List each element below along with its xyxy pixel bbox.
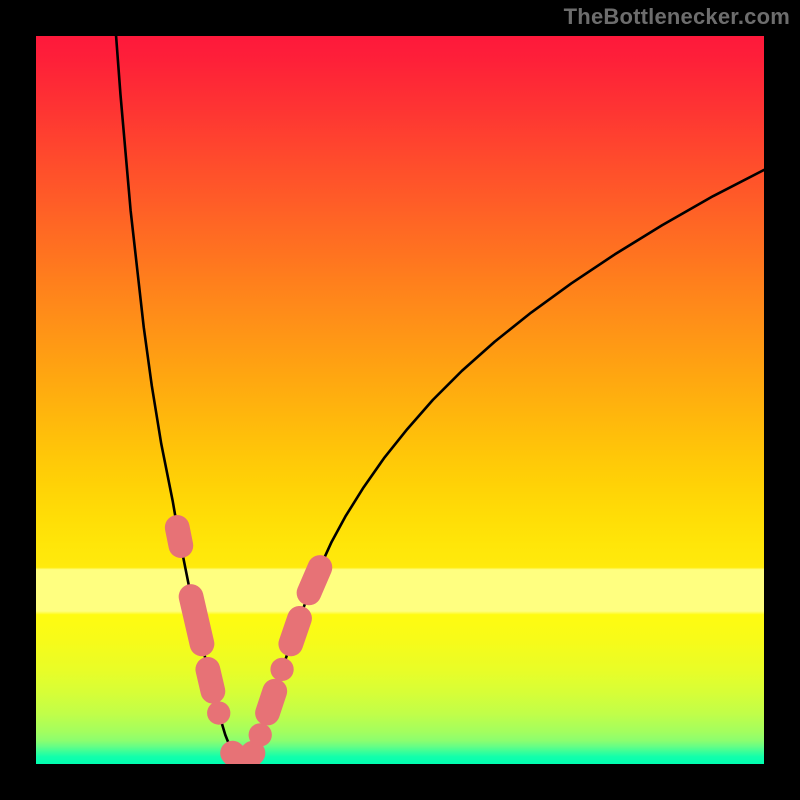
watermark-text: TheBottlenecker.com <box>564 4 790 30</box>
chart-svg <box>0 0 800 800</box>
chart-stage: TheBottlenecker.com <box>0 0 800 800</box>
